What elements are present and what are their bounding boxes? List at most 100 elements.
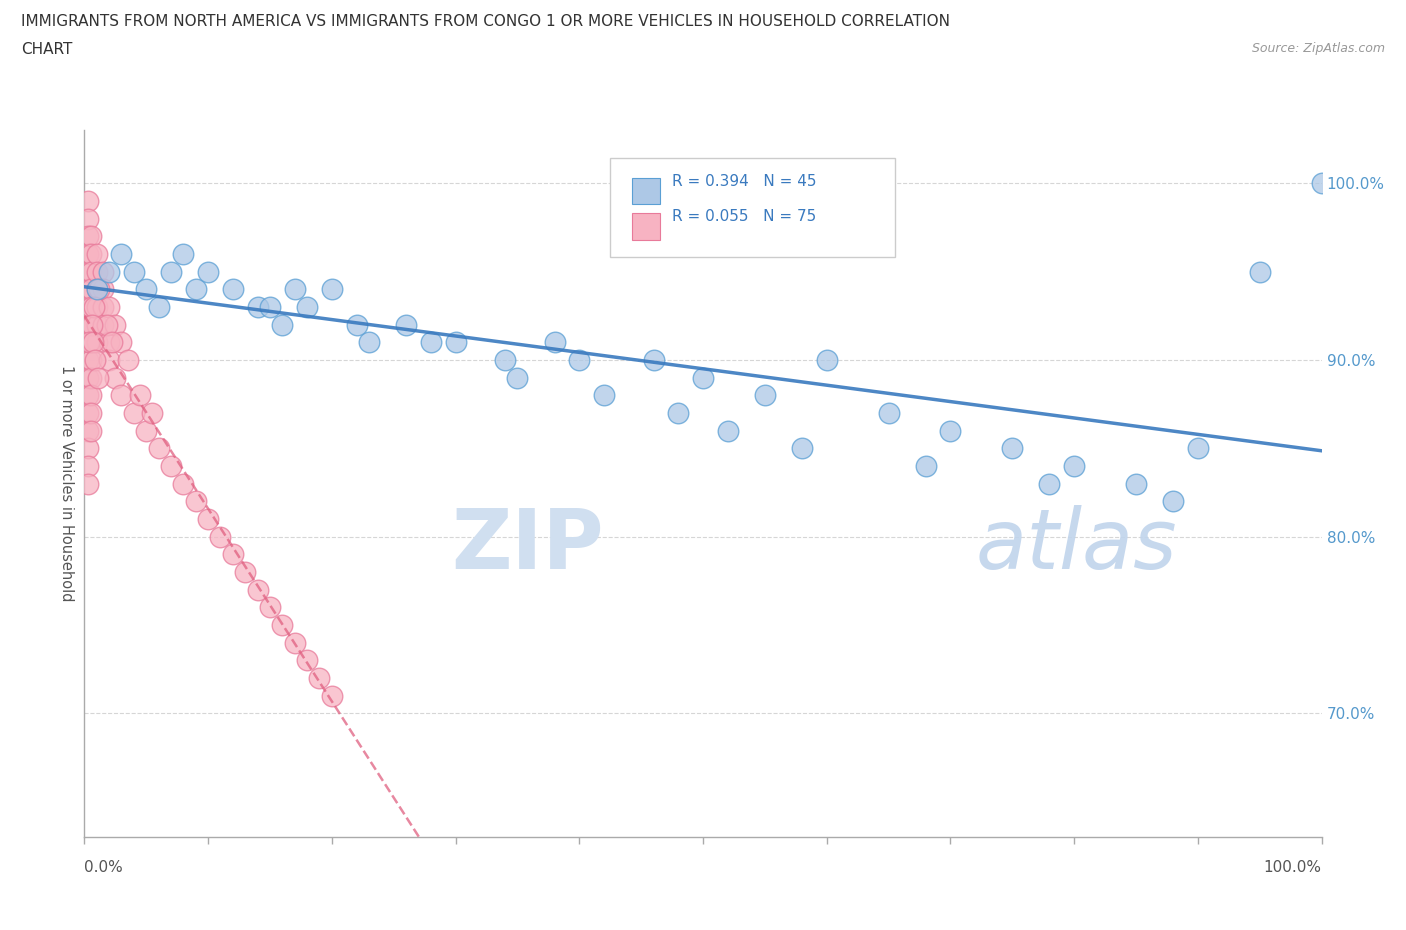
Point <box>98 335 121 350</box>
Point <box>148 441 170 456</box>
Point <box>295 653 318 668</box>
Point <box>96 317 118 332</box>
Text: IMMIGRANTS FROM NORTH AMERICA VS IMMIGRANTS FROM CONGO 1 OR MORE VEHICLES IN HOU: IMMIGRANTS FROM NORTH AMERICA VS IMMIGRA… <box>21 14 950 29</box>
Point <box>197 512 219 526</box>
Point <box>184 494 207 509</box>
Point <box>79 299 101 314</box>
Point <box>1001 441 1024 456</box>
Point <box>444 335 467 350</box>
Point <box>135 423 157 438</box>
Point <box>91 299 114 314</box>
Point <box>122 264 145 279</box>
Point <box>1187 441 1209 456</box>
Point <box>209 529 232 544</box>
Text: 100.0%: 100.0% <box>1264 860 1322 875</box>
Point <box>98 299 121 314</box>
Point <box>172 476 194 491</box>
Point <box>494 352 516 367</box>
Point <box>1310 176 1333 191</box>
Point <box>754 388 776 403</box>
Point <box>91 282 114 297</box>
Point <box>160 458 183 473</box>
Point <box>246 582 269 597</box>
Point <box>89 282 111 297</box>
Text: Source: ZipAtlas.com: Source: ZipAtlas.com <box>1251 42 1385 55</box>
Point <box>104 317 127 332</box>
Text: R = 0.394   N = 45: R = 0.394 N = 45 <box>672 174 817 189</box>
Point <box>79 335 101 350</box>
Legend: Immigrants from North America, Immigrants from Congo: Immigrants from North America, Immigrant… <box>437 926 969 930</box>
Point <box>79 246 101 261</box>
Point <box>79 388 101 403</box>
Point <box>717 423 740 438</box>
Point <box>160 264 183 279</box>
Point <box>110 388 132 403</box>
Point <box>877 405 900 420</box>
Point <box>77 441 100 456</box>
Point <box>77 335 100 350</box>
Point <box>1038 476 1060 491</box>
Point <box>284 635 307 650</box>
Point <box>77 370 100 385</box>
Point <box>346 317 368 332</box>
Point <box>79 264 101 279</box>
Point <box>1249 264 1271 279</box>
Text: R = 0.055   N = 75: R = 0.055 N = 75 <box>672 209 817 224</box>
Point <box>1161 494 1184 509</box>
Point <box>692 370 714 385</box>
Point <box>77 388 100 403</box>
Point <box>98 352 121 367</box>
Point <box>271 317 294 332</box>
Point <box>77 423 100 438</box>
Point <box>135 282 157 297</box>
Point <box>91 264 114 279</box>
FancyBboxPatch shape <box>610 158 894 258</box>
Point <box>222 547 245 562</box>
Point <box>86 299 108 314</box>
Point <box>77 264 100 279</box>
Point <box>86 246 108 261</box>
Point <box>259 299 281 314</box>
Point <box>86 282 108 297</box>
Point <box>77 476 100 491</box>
Point <box>321 688 343 703</box>
Point <box>172 246 194 261</box>
Point <box>77 193 100 208</box>
Point <box>77 405 100 420</box>
Point <box>77 246 100 261</box>
Point <box>77 282 100 297</box>
Point <box>790 441 813 456</box>
Bar <box>633 213 659 240</box>
Point <box>79 405 101 420</box>
Point <box>233 565 256 579</box>
Point <box>246 299 269 314</box>
Point <box>91 317 114 332</box>
Point <box>939 423 962 438</box>
Text: atlas: atlas <box>976 505 1177 586</box>
Point <box>506 370 529 385</box>
Point <box>815 352 838 367</box>
Point <box>79 370 101 385</box>
Point <box>79 423 101 438</box>
Point <box>83 299 105 314</box>
Point <box>98 264 121 279</box>
Point <box>77 211 100 226</box>
Point <box>593 388 616 403</box>
Point <box>87 370 110 385</box>
Point <box>77 299 100 314</box>
Point <box>295 299 318 314</box>
Point <box>110 246 132 261</box>
Point <box>271 618 294 632</box>
Text: ZIP: ZIP <box>451 505 605 586</box>
Point <box>184 282 207 297</box>
Text: CHART: CHART <box>21 42 73 57</box>
Point <box>666 405 689 420</box>
Point <box>148 299 170 314</box>
Point <box>117 352 139 367</box>
Point <box>110 335 132 350</box>
Point <box>543 335 565 350</box>
Point <box>77 317 100 332</box>
Point <box>122 405 145 420</box>
Point <box>222 282 245 297</box>
Point <box>79 317 101 332</box>
